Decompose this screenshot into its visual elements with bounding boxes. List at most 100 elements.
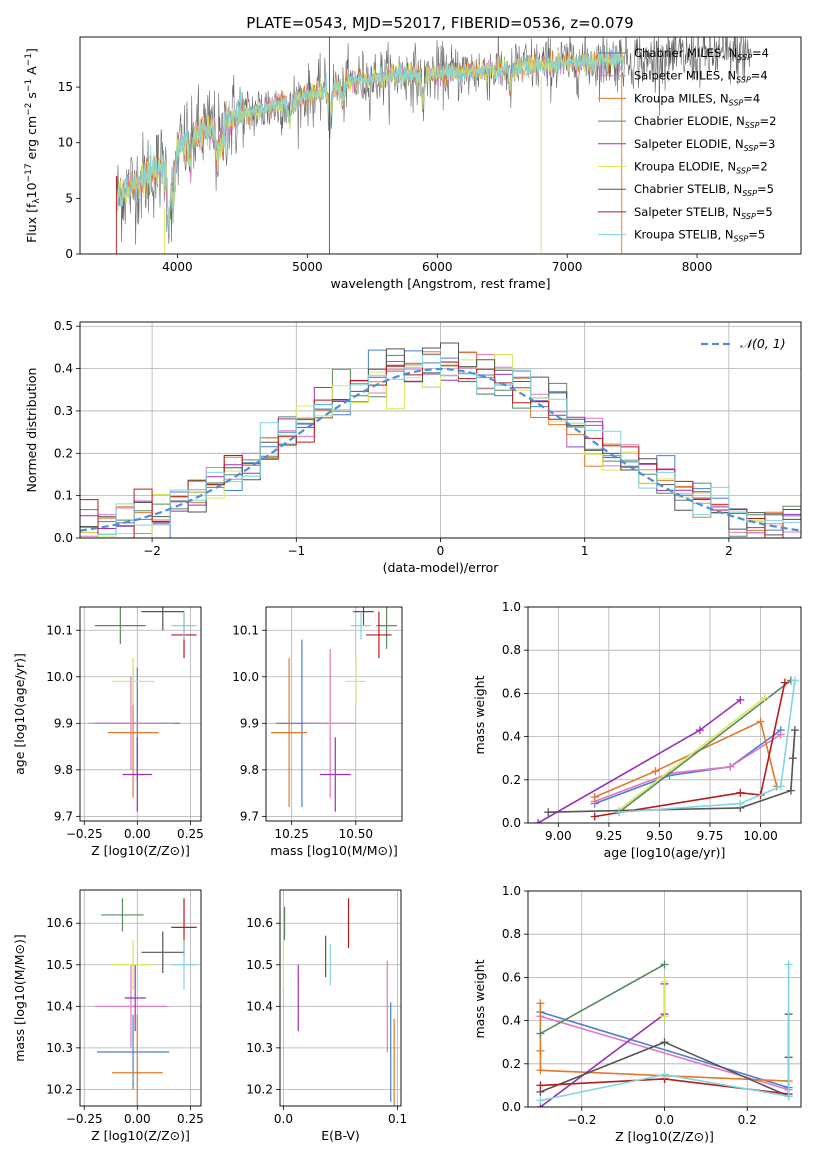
legend-sub: SSP [734, 235, 749, 244]
y-axis-label: Normed distribution [24, 368, 39, 493]
legend-entry: Salpeter ELODIE, NSSP=3 [634, 137, 775, 153]
x-tick-label: −0.25 [66, 827, 103, 841]
plot-area [534, 676, 799, 823]
y-tick-label: 10.0 [232, 670, 259, 684]
y-tick-label: 10.1 [232, 623, 259, 637]
y-axis-label-part: erg cm [24, 116, 39, 164]
y-tick-label: 5 [65, 191, 73, 205]
legend-text: Kroupa MILES, N [634, 91, 729, 105]
y-tick-label: 0.2 [502, 773, 521, 787]
y-axis-label-part: −1 [24, 53, 34, 66]
y-tick-label: 0.8 [502, 643, 521, 657]
weight-line [539, 983, 666, 1107]
weight-vs-age-panel: 9.00 9.25 9.50 9.75 10.00 0.0 0.2 0.4 0.6 0.8 1.0 a… [472, 600, 802, 860]
weight-line [594, 733, 782, 803]
x-tick-label: 4000 [162, 260, 193, 274]
x-tick-label: 0.2 [738, 1113, 757, 1127]
x-tick-label: 5000 [292, 260, 323, 274]
residuals-panel: −2 −1 0 1 2 0.0 0.1 0.2 0.3 0.4 0.5 (data-model)/er… [24, 319, 802, 575]
y-tick-label: 0.1 [54, 489, 73, 503]
x-tick-label: 10.00 [743, 829, 777, 843]
x-axis-label: (data-model)/error [383, 560, 500, 575]
legend-sub: SSP [744, 144, 759, 153]
spectrum-line [116, 47, 625, 234]
y-tick-label: 10.3 [46, 1041, 73, 1055]
y-tick-label: 10.1 [46, 623, 73, 637]
y-axis-label: age [log10(age/yr)] [12, 653, 27, 775]
legend-suffix: =5 [748, 228, 765, 242]
x-tick-label: 7000 [552, 260, 583, 274]
x-tick-label: 0 [437, 544, 445, 558]
y-tick-label: 10.6 [246, 916, 273, 930]
y-tick-label: 10.3 [246, 1041, 273, 1055]
age-vs-z-panel: −0.25 0.00 0.25 9.7 9.8 9.9 10.0 10.1 Z [log10(Z… [12, 606, 204, 858]
y-axis-label: Flux [fλ10−17 erg cm−2 s−1 A−1] [24, 48, 42, 243]
y-tick-label: 0.2 [54, 446, 73, 460]
axes-frame [527, 606, 802, 824]
plot-area [88, 607, 197, 812]
legend-suffix: =5 [757, 182, 774, 196]
y-tick-label: 9.7 [240, 809, 259, 823]
y-tick-label: 10.5 [246, 958, 273, 972]
x-tick-label: −1 [287, 544, 305, 558]
weight-line [540, 963, 665, 1035]
y-tick-label: 9.8 [54, 763, 73, 777]
x-axis-label: age [log10(age/yr)] [604, 845, 726, 860]
x-tick-label: 6000 [422, 260, 453, 274]
legend-sub: SSP [736, 76, 751, 85]
x-tick-label: −0.2 [567, 1113, 596, 1127]
x-tick-label: 0.0 [655, 1113, 674, 1127]
y-tick-label: 10.6 [46, 916, 73, 930]
legend-text: Kroupa ELODIE, N [634, 160, 736, 174]
plot-area [115, 37, 752, 254]
axes-frame [79, 321, 802, 539]
legend-suffix: =4 [752, 46, 769, 60]
axes-frame [79, 889, 202, 1107]
y-tick-label: 15 [58, 80, 73, 94]
y-tick-label: 1.0 [502, 600, 521, 614]
y-tick-label: 0.0 [502, 1100, 521, 1114]
y-axis-label-part: −1 [24, 79, 34, 92]
x-tick-label: 0.0 [274, 1112, 293, 1126]
y-tick-label: 9.7 [54, 809, 73, 823]
legend-suffix: =2 [751, 160, 768, 174]
y-axis-label-part: Flux [f [24, 203, 39, 243]
legend-text: Salpeter MILES, N [634, 69, 736, 83]
y-tick-label: 10.5 [46, 958, 73, 972]
y-tick-label: 10.2 [46, 1082, 73, 1096]
x-axis-label: E(B-V) [321, 1128, 360, 1143]
y-tick-label: 10.4 [246, 999, 273, 1013]
spectrum-panel: 4000 5000 6000 7000 8000 0 5 10 15 wavelength [An… [24, 36, 802, 291]
legend-sub: SSP [737, 53, 752, 62]
x-tick-label: −0.25 [66, 1112, 103, 1126]
x-axis-label: Z [log10(Z/Z⊙)] [91, 843, 190, 858]
legend-entry: Kroupa MILES, NSSP=4 [634, 91, 760, 107]
x-tick-label: −2 [143, 544, 161, 558]
y-tick-label: 0.6 [502, 970, 521, 984]
x-axis-label: Z [log10(Z/Z⊙)] [615, 1129, 714, 1144]
y-axis-label: mass weight [472, 675, 487, 754]
histogram-steps [80, 354, 801, 538]
y-tick-label: 0.3 [54, 404, 73, 418]
axes-frame [79, 36, 802, 255]
x-tick-label: 10.50 [339, 827, 373, 841]
legend-suffix: =4 [743, 91, 760, 105]
x-tick-label: 9.00 [545, 829, 572, 843]
legend-entry: 𝒩(0, 1) [740, 336, 786, 351]
x-tick-label: 9.75 [697, 829, 724, 843]
y-tick-label: 9.9 [54, 716, 73, 730]
y-tick-label: 0.6 [502, 686, 521, 700]
legend-entry: Salpeter MILES, NSSP=4 [634, 69, 768, 85]
legend-text: Chabrier MILES, N [634, 46, 737, 60]
legend-text: Kroupa STELIB, N [634, 228, 734, 242]
weight-line [594, 682, 786, 818]
mass-vs-ebv-panel: 0.0 0.1 10.2 10.3 10.4 10.5 10.6 E(B-V) [246, 889, 407, 1143]
weight-line [618, 680, 796, 813]
legend-sub: SSP [736, 167, 751, 176]
y-tick-label: 10.2 [246, 1082, 273, 1096]
age-vs-mass-panel: 10.25 10.50 9.7 9.8 9.9 10.0 10.1 mass [log10(M… [232, 606, 403, 858]
x-tick-label: 9.25 [596, 829, 623, 843]
y-tick-label: 9.8 [240, 763, 259, 777]
y-axis-label: mass [log10(M/M⊙)] [12, 934, 27, 1062]
y-tick-label: 0.4 [502, 730, 521, 744]
